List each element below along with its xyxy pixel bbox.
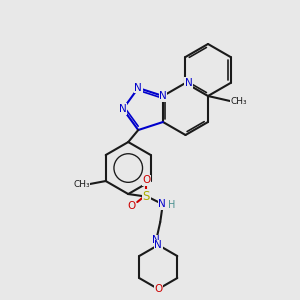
- Text: O: O: [142, 175, 150, 185]
- Text: N: N: [158, 199, 166, 209]
- Text: N: N: [152, 235, 160, 245]
- Text: N: N: [159, 91, 167, 101]
- Text: S: S: [142, 190, 150, 202]
- Text: O: O: [127, 201, 135, 211]
- Text: N: N: [184, 78, 192, 88]
- Text: H: H: [168, 200, 175, 210]
- Text: CH₃: CH₃: [231, 97, 247, 106]
- Text: N: N: [154, 240, 162, 250]
- Text: CH₃: CH₃: [74, 179, 90, 188]
- Text: N: N: [119, 104, 127, 114]
- Text: N: N: [134, 83, 142, 93]
- Text: O: O: [154, 284, 162, 294]
